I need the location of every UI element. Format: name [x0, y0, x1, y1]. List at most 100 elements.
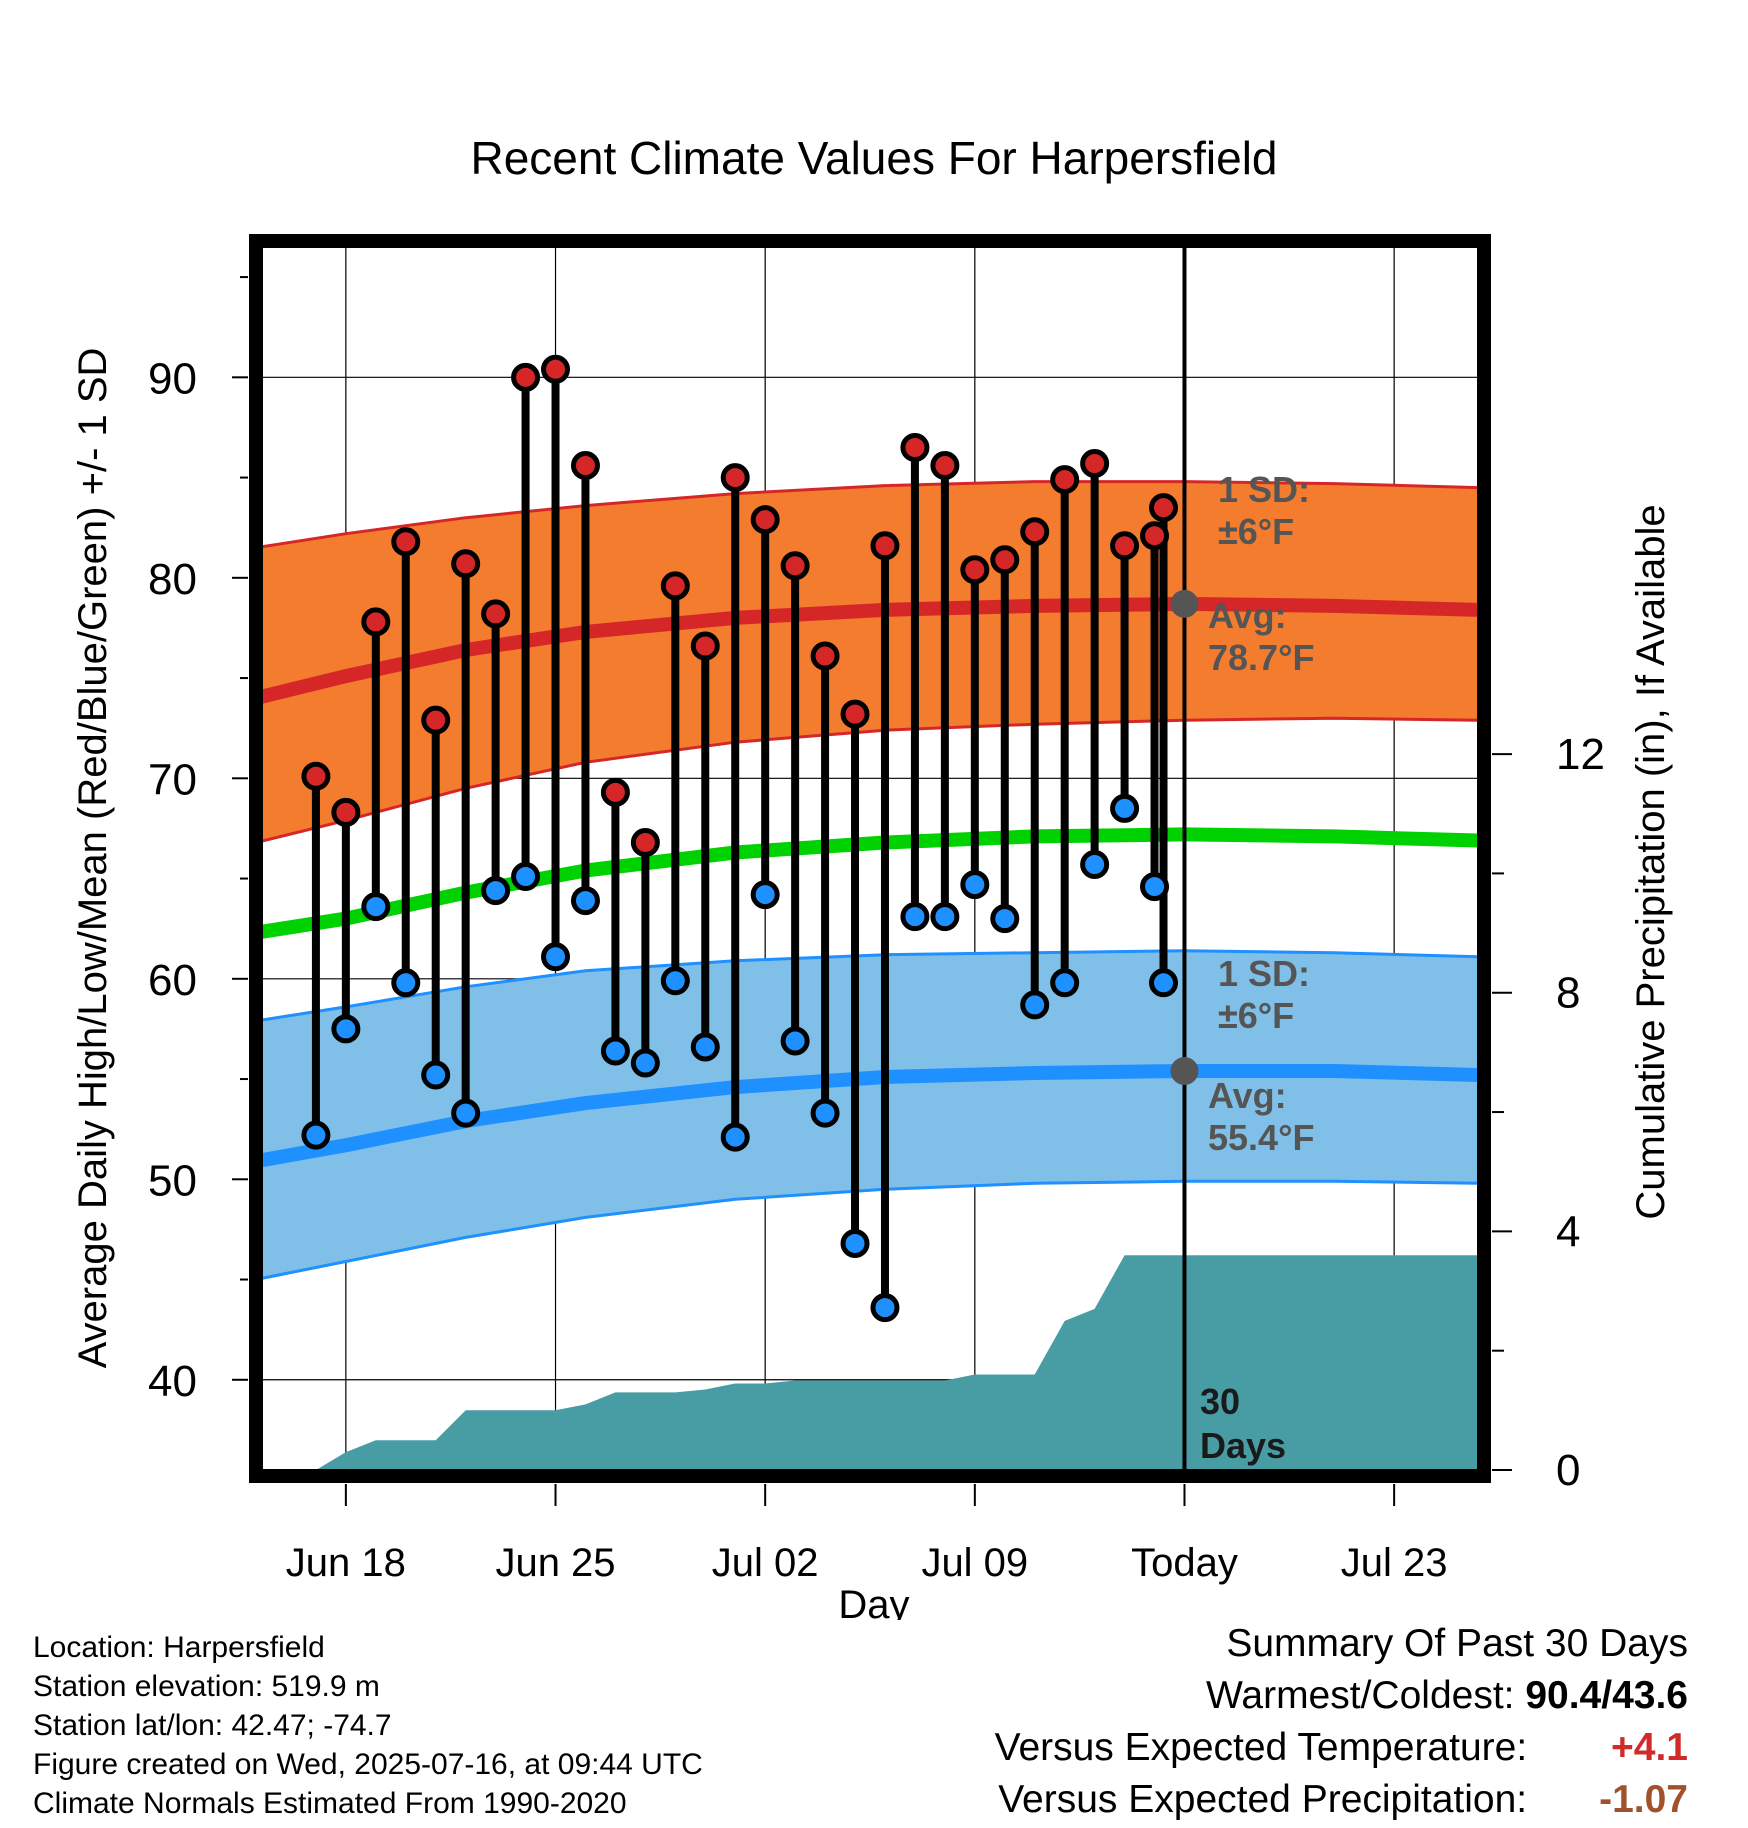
obs-low-point: [361, 892, 391, 922]
obs-high-point: [301, 761, 331, 791]
obs-high-point: [690, 631, 720, 661]
obs-low-point: [660, 966, 690, 996]
high-avg-marker: [1170, 589, 1199, 618]
low-avg-label: Avg: 55.4°F: [1208, 1075, 1314, 1158]
low-sd-band: [262, 950, 1478, 1279]
obs-low-point: [810, 1098, 840, 1128]
obs-high-point: [361, 607, 391, 637]
obs-high-point: [451, 549, 481, 579]
precipitation-departure-label: Versus Expected Precipitation:: [998, 1778, 1528, 1821]
summary-precipitation: Versus Expected Precipitation: -1.07: [995, 1774, 1688, 1826]
y-axis-title: Average Daily High/Low/Mean (Red/Blue/Gr…: [71, 348, 115, 1369]
obs-low-point: [630, 1048, 660, 1078]
normals-text: Climate Normals Estimated From 1990-2020: [33, 1787, 627, 1820]
normal-low-line: [262, 1064, 1478, 1168]
obs-high-point: [870, 531, 900, 561]
obs-low-point: [1020, 990, 1050, 1020]
obs-low-point: [481, 876, 511, 906]
y2-tick-label: 8: [1556, 969, 1580, 1018]
y2-tick-label: 0: [1556, 1446, 1580, 1495]
obs-high-point: [930, 451, 960, 481]
x-tick-label: Jun 25: [495, 1541, 615, 1585]
obs-low-point: [421, 1060, 451, 1090]
obs-low-point: [451, 1098, 481, 1128]
y2-axis-title: Cumulative Precipitation (in), If Availa…: [1629, 504, 1673, 1219]
obs-low-point: [750, 880, 780, 910]
temperature-departure-value: +4.1: [1611, 1726, 1688, 1769]
obs-low-point: [331, 1014, 361, 1044]
obs-low-point: [990, 904, 1020, 934]
obs-low-point: [780, 1026, 810, 1056]
chart-title: Recent Climate Values For Harpersfield: [470, 132, 1277, 184]
obs-high-point: [541, 354, 571, 384]
y-tick-label: 50: [148, 1156, 197, 1205]
low-avg-marker: [1170, 1057, 1199, 1086]
obs-high-point: [990, 545, 1020, 575]
x-axis-title: Day: [838, 1583, 909, 1620]
obs-low-point: [690, 1032, 720, 1062]
obs-high-point: [511, 362, 541, 392]
obs-high-point: [810, 641, 840, 671]
obs-high-point: [750, 505, 780, 535]
y2-tick-label: 4: [1556, 1207, 1580, 1256]
x-tick-label: Jul 09: [921, 1541, 1028, 1585]
latlon-text: Station lat/lon: 42.47; -74.7: [33, 1709, 392, 1742]
obs-low-point: [600, 1036, 630, 1066]
obs-high-point: [960, 555, 990, 585]
obs-high-point: [1149, 493, 1179, 523]
obs-low-point: [511, 862, 541, 892]
obs-high-point: [570, 451, 600, 481]
high-sd-band-upper-edge: [262, 480, 1478, 549]
warmest-coldest-label: Warmest/Coldest:: [1206, 1674, 1515, 1717]
obs-low-point: [930, 902, 960, 932]
summary-panel: Summary Of Past 30 Days Warmest/Coldest:…: [995, 1618, 1688, 1826]
period-label: 30 Days: [1200, 1381, 1286, 1466]
obs-high-point: [481, 599, 511, 629]
high-avg-label: Avg: 78.7°F: [1208, 595, 1314, 678]
obs-high-point: [391, 527, 421, 557]
y-tick-label: 90: [148, 354, 197, 403]
obs-high-point: [421, 705, 451, 735]
low-sd-label: 1 SD: ±6°F: [1218, 953, 1310, 1036]
temperature-departure-label: Versus Expected Temperature:: [994, 1726, 1528, 1769]
obs-low-point: [900, 902, 930, 932]
obs-high-point: [660, 571, 690, 601]
high-sd-band: [262, 481, 1478, 842]
y2-tick-label: 12: [1556, 730, 1605, 779]
obs-high-point: [720, 463, 750, 493]
obs-high-point: [1080, 449, 1110, 479]
low-sd-band-lower-edge: [262, 1179, 1478, 1280]
x-tick-label: Today: [1131, 1541, 1238, 1585]
obs-high-point: [331, 797, 361, 827]
obs-low-point: [570, 886, 600, 916]
obs-low-point: [1050, 968, 1080, 998]
obs-low-point: [1149, 968, 1179, 998]
plot-frame: [249, 234, 1491, 1483]
obs-low-point: [720, 1122, 750, 1152]
obs-low-point: [301, 1120, 331, 1150]
obs-low-point: [1140, 872, 1170, 902]
obs-high-point: [630, 827, 660, 857]
obs-low-point: [960, 870, 990, 900]
y-tick-label: 80: [148, 555, 197, 604]
y-tick-label: 70: [148, 755, 197, 804]
obs-high-point: [840, 699, 870, 729]
y-tick-label: 40: [148, 1357, 197, 1406]
obs-high-point: [900, 432, 930, 462]
obs-low-point: [391, 968, 421, 998]
obs-low-point: [870, 1293, 900, 1323]
y-tick-label: 60: [148, 956, 197, 1005]
x-tick-label: Jul 02: [712, 1541, 819, 1585]
obs-high-point: [1050, 465, 1080, 495]
obs-high-point: [1020, 517, 1050, 547]
summary-temperature: Versus Expected Temperature: +4.1: [995, 1722, 1688, 1774]
x-tick-label: Jul 23: [1341, 1541, 1448, 1585]
precipitation-departure-value: -1.07: [1599, 1778, 1688, 1821]
x-tick-label: Jun 18: [286, 1541, 406, 1585]
obs-high-point: [1110, 531, 1140, 561]
obs-high-point: [1140, 521, 1170, 551]
obs-low-point: [1110, 793, 1140, 823]
warmest-coldest-value: 90.4/43.6: [1525, 1674, 1688, 1717]
climate-chart: Recent Climate Values For Harpersfield 1 …: [71, 132, 1673, 1620]
high-sd-label: 1 SD: ±6°F: [1218, 469, 1310, 552]
